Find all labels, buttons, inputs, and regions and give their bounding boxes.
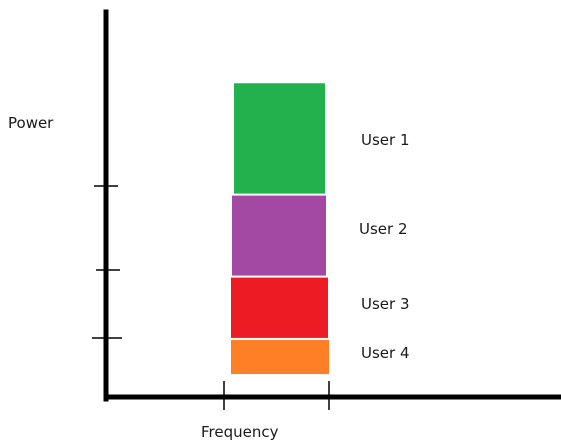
user-block-2 [232, 195, 326, 276]
x-axis-label: Frequency [201, 423, 279, 441]
user-block-4 [231, 339, 329, 374]
user-block-1 [234, 83, 325, 194]
user-label: User 3 [361, 295, 410, 313]
y-axis-label: Power [8, 114, 54, 132]
user-label: User 2 [359, 220, 408, 238]
user-label: User 1 [361, 131, 410, 149]
user-power-blocks [231, 83, 329, 374]
user-block-3 [231, 277, 328, 338]
user-label: User 4 [361, 344, 410, 362]
